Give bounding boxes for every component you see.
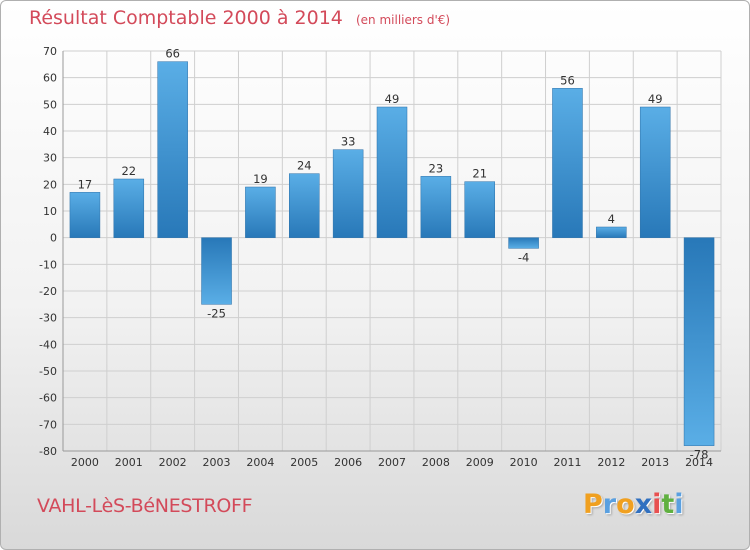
y-tick-label: -50 (39, 365, 57, 378)
y-tick-label: 30 (43, 152, 57, 165)
bar (332, 149, 364, 238)
data-label: -25 (207, 306, 226, 320)
x-tick-label: 2008 (422, 456, 450, 469)
y-tick-label: 40 (43, 125, 57, 138)
data-label: -4 (518, 250, 529, 264)
data-label: 22 (121, 164, 136, 178)
y-tick-label: 60 (43, 72, 57, 85)
x-tick-label: 2004 (246, 456, 274, 469)
logo-letter: o (616, 489, 635, 520)
data-label: 23 (429, 161, 444, 175)
x-tick-label: 2009 (466, 456, 494, 469)
logo-letter: i (674, 489, 684, 520)
bar (113, 178, 145, 238)
y-tick-label: 10 (43, 205, 57, 218)
data-label: 66 (165, 47, 180, 61)
labels-layer: 706050403020100-10-20-30-40-50-60-70-801… (39, 45, 713, 469)
data-label: 17 (78, 177, 93, 191)
chart-subtitle: (en milliers d'€) (355, 13, 451, 27)
logo-letter: x (634, 489, 653, 520)
x-tick-label: 2010 (510, 456, 538, 469)
bar (157, 61, 188, 238)
y-tick-label: 20 (43, 178, 57, 191)
data-label: 19 (253, 172, 268, 186)
location-name: VAHL-LèS-BéNESTROFF (37, 495, 253, 517)
bar (683, 237, 715, 446)
y-tick-label: -60 (39, 392, 57, 405)
x-tick-label: 2014 (685, 456, 713, 469)
logo-letter: t (661, 489, 675, 520)
data-label: 4 (608, 212, 615, 226)
logo-letter: r (602, 489, 617, 520)
proxiti-logo[interactable]: Proxiti (583, 489, 684, 520)
y-tick-label: -20 (39, 285, 57, 298)
x-tick-label: 2002 (159, 456, 187, 469)
logo-letter: i (652, 489, 662, 520)
bars-layer (69, 61, 715, 446)
x-tick-label: 2007 (378, 456, 406, 469)
x-tick-label: 2001 (115, 456, 143, 469)
bar (639, 106, 671, 238)
bar (420, 176, 452, 238)
data-label: 24 (297, 159, 312, 173)
x-tick-label: 2005 (290, 456, 318, 469)
y-tick-label: 50 (43, 98, 57, 111)
bar (289, 173, 320, 238)
x-tick-label: 2006 (334, 456, 362, 469)
data-label: 56 (560, 73, 575, 87)
x-tick-label: 2000 (71, 456, 99, 469)
data-label: -78 (690, 448, 709, 462)
chart-title-block: Résultat Comptable 2000 à 2014 (en milli… (29, 7, 450, 29)
bar (596, 226, 627, 238)
y-tick-label: -40 (39, 338, 57, 351)
y-tick-label: -80 (39, 445, 57, 458)
data-label: 49 (385, 92, 400, 106)
data-label: 49 (648, 92, 663, 106)
bar-chart: 706050403020100-10-20-30-40-50-60-70-801… (39, 45, 722, 469)
y-tick-label: 70 (43, 45, 57, 58)
bar (201, 237, 232, 305)
y-tick-label: -70 (39, 418, 57, 431)
bar (245, 186, 276, 238)
x-tick-label: 2003 (203, 456, 231, 469)
data-label: 21 (472, 167, 487, 181)
data-label: 33 (341, 135, 356, 149)
bar (464, 181, 495, 238)
x-tick-label: 2011 (553, 456, 581, 469)
bar (69, 192, 101, 238)
bar (508, 237, 539, 249)
x-tick-label: 2012 (597, 456, 625, 469)
y-tick-label: -10 (39, 258, 57, 271)
y-tick-label: -30 (39, 312, 57, 325)
bar (552, 88, 583, 238)
chart-title: Résultat Comptable 2000 à 2014 (29, 7, 343, 29)
x-tick-label: 2013 (641, 456, 669, 469)
logo-letter: P (583, 489, 603, 520)
y-tick-label: 0 (50, 232, 57, 245)
bar (376, 106, 408, 238)
